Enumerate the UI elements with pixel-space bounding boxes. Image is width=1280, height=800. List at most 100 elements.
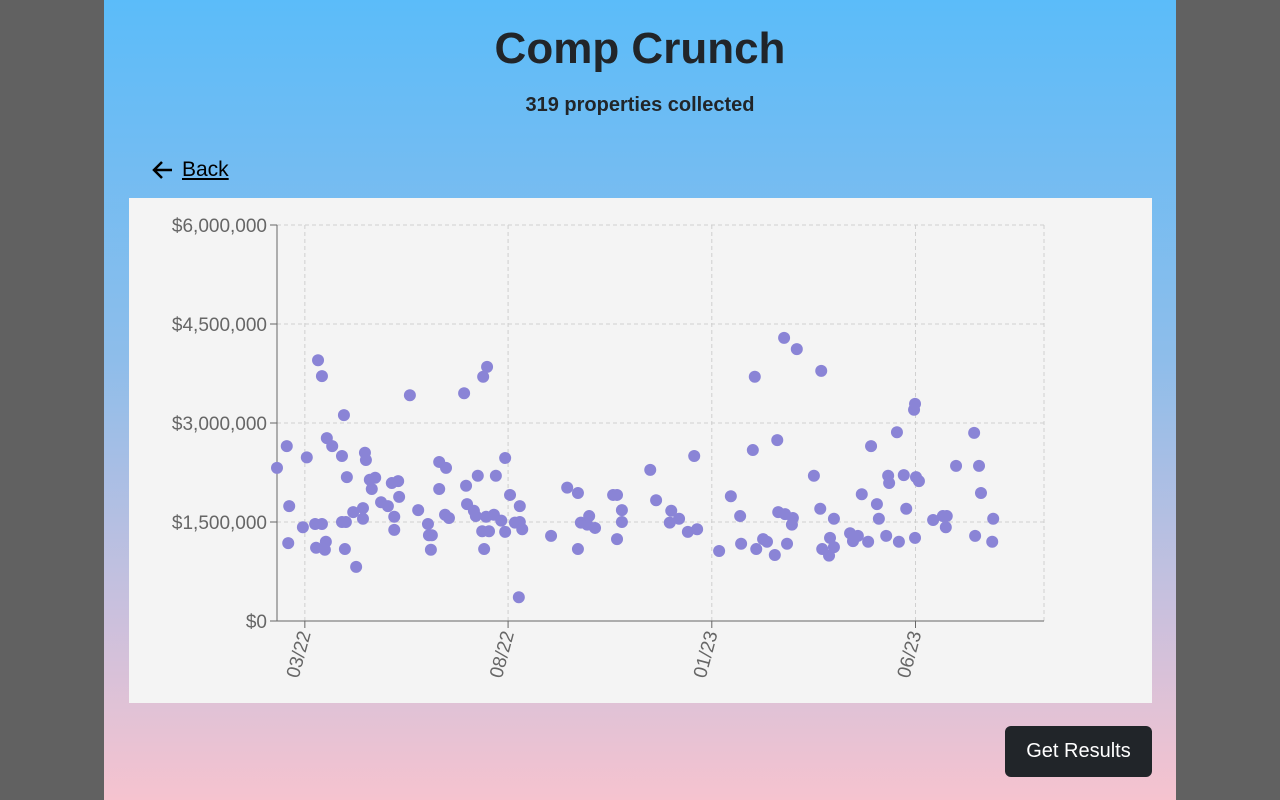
point — [347, 506, 360, 519]
point — [909, 531, 922, 544]
point — [433, 483, 446, 495]
point — [713, 545, 726, 558]
point — [471, 469, 484, 482]
point — [481, 360, 494, 373]
point — [356, 502, 369, 515]
y-tick-label: $3,000,000 — [172, 414, 267, 435]
x-tick-label: 06/23 — [894, 629, 927, 680]
point — [734, 510, 747, 523]
point — [939, 521, 952, 534]
x-tick-label: 03/22 — [283, 629, 316, 680]
point — [280, 440, 293, 453]
point — [724, 490, 737, 503]
point — [393, 490, 406, 503]
point — [300, 451, 313, 464]
x-tick-label: 08/22 — [486, 629, 519, 680]
point — [644, 463, 657, 476]
point — [855, 488, 868, 501]
point — [283, 500, 296, 513]
subtitle: 319 properties collected — [525, 94, 755, 116]
point — [335, 450, 348, 462]
point — [883, 477, 896, 490]
point — [688, 450, 701, 462]
point — [892, 535, 905, 548]
point — [880, 529, 893, 542]
point — [545, 529, 558, 542]
point — [950, 459, 963, 472]
point — [489, 469, 502, 482]
point — [615, 504, 628, 517]
point — [673, 512, 686, 525]
point — [862, 535, 875, 548]
point — [897, 469, 910, 482]
point — [615, 516, 628, 528]
get-results-button[interactable]: Get Results — [1005, 726, 1152, 777]
point — [561, 481, 574, 494]
point — [778, 331, 791, 344]
point — [973, 459, 986, 472]
chart: $0 $1,500,000 $3,000,000 $4,500,000 $6,000,0… — [172, 216, 1045, 680]
point — [483, 525, 496, 538]
point — [746, 444, 759, 457]
back-link[interactable]: Back — [150, 157, 229, 183]
point — [499, 525, 512, 538]
point — [750, 543, 763, 556]
point — [424, 543, 437, 556]
point — [768, 549, 781, 561]
point — [338, 543, 351, 556]
point — [735, 537, 748, 550]
point — [900, 502, 913, 515]
point — [681, 525, 694, 538]
point — [460, 479, 473, 492]
point — [748, 370, 761, 383]
point — [388, 510, 401, 523]
point — [807, 469, 820, 482]
point — [271, 461, 283, 474]
point — [771, 434, 784, 447]
point — [326, 440, 339, 453]
point — [571, 543, 584, 556]
point — [986, 535, 999, 548]
point — [512, 591, 525, 604]
back-text[interactable]: Back — [182, 158, 229, 181]
point — [315, 517, 328, 530]
point — [350, 560, 363, 573]
point — [442, 512, 455, 525]
point — [315, 370, 328, 383]
point — [890, 426, 903, 439]
point — [339, 516, 352, 528]
point — [495, 514, 508, 527]
point — [583, 510, 596, 523]
point — [412, 504, 425, 517]
x-tick-label: 01/23 — [690, 629, 723, 680]
point — [312, 354, 325, 367]
point — [337, 409, 350, 422]
y-tick-label: $0 — [246, 612, 267, 633]
y-tick-label: $1,500,000 — [172, 513, 267, 534]
point — [940, 510, 953, 523]
point — [611, 533, 624, 546]
point — [781, 537, 794, 550]
point — [440, 461, 453, 474]
point — [865, 440, 878, 453]
point — [665, 504, 678, 517]
point — [827, 512, 840, 525]
point — [650, 494, 663, 507]
point — [790, 343, 803, 356]
point — [296, 521, 309, 534]
point — [504, 488, 517, 501]
title: Comp Crunch — [494, 24, 786, 73]
point — [477, 370, 490, 383]
point — [282, 537, 295, 550]
point — [851, 529, 864, 542]
point — [516, 523, 529, 536]
point — [369, 471, 382, 484]
app: Comp Crunch 319 properties collected Bac… — [104, 0, 1176, 800]
point — [824, 531, 837, 544]
point — [987, 512, 1000, 525]
y-tick-label: $6,000,000 — [172, 216, 267, 237]
point — [499, 451, 512, 464]
point — [392, 475, 405, 488]
point — [589, 521, 602, 534]
